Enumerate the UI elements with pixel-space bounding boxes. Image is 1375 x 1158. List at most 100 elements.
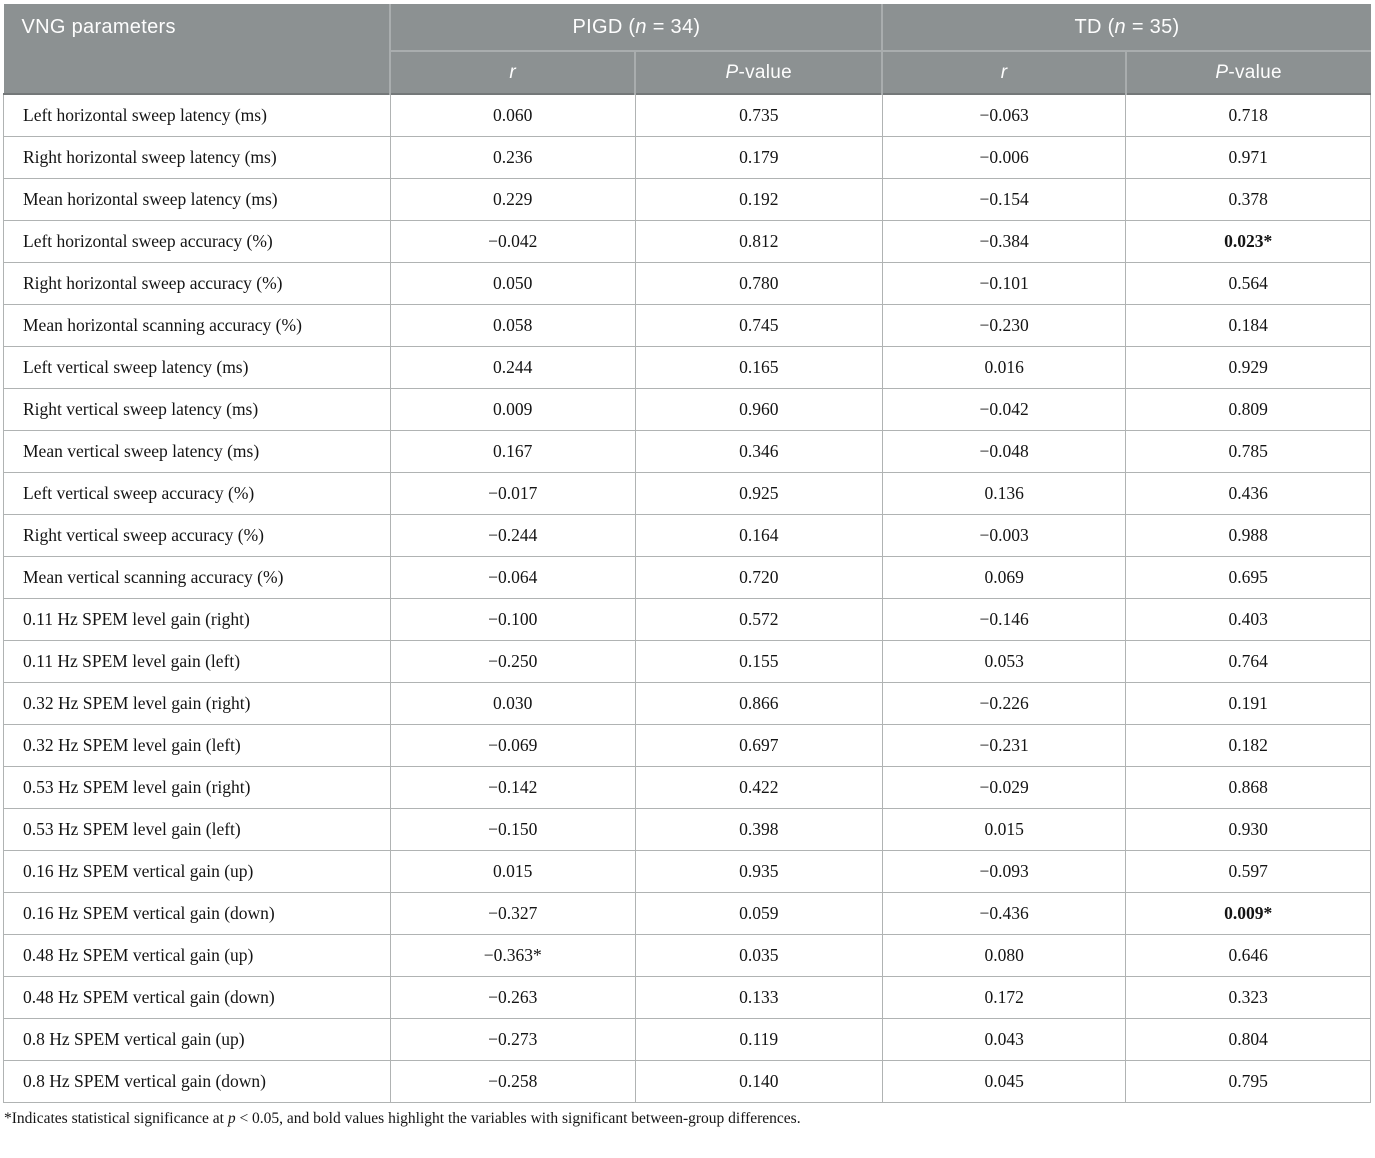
table-row: Mean horizontal sweep latency (ms) 0.229 0… (3, 178, 1371, 221)
table-row: Right horizontal sweep accuracy (%) 0.050… (3, 262, 1371, 305)
cell-pigd-p-value: 0.119 (635, 1018, 883, 1061)
row-label: 0.53 Hz SPEM level gain (left) (3, 808, 391, 851)
row-label: Left horizontal sweep latency (ms) (3, 94, 391, 137)
table-row: 0.8 Hz SPEM vertical gain (down) −0.258 0.… (3, 1060, 1371, 1103)
row-label: Mean horizontal sweep latency (ms) (3, 178, 391, 221)
cell-td-p-value: 0.564 (1125, 262, 1371, 305)
cell-pigd-r: −0.042 (390, 220, 636, 263)
cell-pigd-r: −0.327 (390, 892, 636, 935)
row-label: Left horizontal sweep accuracy (%) (3, 220, 391, 263)
cell-td-r: 0.043 (882, 1018, 1127, 1061)
cell-pigd-r: 0.167 (390, 430, 636, 473)
row-label: 0.16 Hz SPEM vertical gain (up) (3, 850, 391, 893)
cell-td-r: −0.154 (882, 178, 1127, 221)
row-label: 0.32 Hz SPEM level gain (right) (3, 682, 391, 725)
cell-td-p-value: 0.597 (1125, 850, 1371, 893)
cell-pigd-r: −0.142 (390, 766, 636, 809)
cell-td-r: −0.231 (882, 724, 1127, 767)
table-footnote: *Indicates statistical significance at p… (4, 1110, 1371, 1128)
cell-td-p-value: 0.323 (1125, 976, 1371, 1019)
cell-td-r: −0.146 (882, 598, 1127, 641)
table-row: 0.32 Hz SPEM level gain (left) −0.069 0.69… (3, 724, 1371, 767)
cell-td-p-value: 0.023* (1125, 220, 1371, 263)
cell-td-r: −0.029 (882, 766, 1127, 809)
table-row: Mean vertical scanning accuracy (%) −0.06… (3, 556, 1371, 599)
table-row: Right horizontal sweep latency (ms) 0.236… (3, 136, 1371, 179)
cell-pigd-p-value: 0.720 (635, 556, 883, 599)
cell-pigd-p-value: 0.133 (635, 976, 883, 1019)
cell-td-r: −0.042 (882, 388, 1127, 431)
cell-pigd-p-value: 0.059 (635, 892, 883, 935)
cell-td-r: −0.003 (882, 514, 1127, 557)
cell-td-r: 0.045 (882, 1060, 1127, 1103)
cell-pigd-p-value: 0.735 (635, 94, 883, 137)
column-header-pigd-r: r (389, 50, 636, 94)
cell-td-p-value: 0.809 (1125, 388, 1371, 431)
column-header-pigd-pvalue: P-value (634, 50, 883, 94)
cell-pigd-p-value: 0.866 (635, 682, 883, 725)
cell-td-p-value: 0.695 (1125, 556, 1371, 599)
cell-pigd-r: −0.258 (390, 1060, 636, 1103)
cell-pigd-r: 0.050 (390, 262, 636, 305)
row-label: Mean vertical sweep latency (ms) (3, 430, 391, 473)
row-label: Right vertical sweep accuracy (%) (3, 514, 391, 557)
cell-pigd-p-value: 0.960 (635, 388, 883, 431)
table-row: Left vertical sweep accuracy (%) −0.017 0.… (3, 472, 1371, 515)
row-label: 0.48 Hz SPEM vertical gain (up) (3, 934, 391, 977)
table-row: 0.48 Hz SPEM vertical gain (up) −0.363* 0.… (3, 934, 1371, 977)
table-row: 0.16 Hz SPEM vertical gain (down) −0.327 0… (3, 892, 1371, 935)
cell-pigd-r: 0.229 (390, 178, 636, 221)
footnote-text-2: < 0.05, and bold values highlight the va… (235, 1109, 801, 1127)
row-label: 0.11 Hz SPEM level gain (right) (3, 598, 391, 641)
table-row: Mean vertical sweep latency (ms) 0.167 0.3… (3, 430, 1371, 473)
cell-td-p-value: 0.929 (1125, 346, 1371, 389)
cell-td-p-value: 0.785 (1125, 430, 1371, 473)
cell-td-p-value: 0.184 (1125, 304, 1371, 347)
cell-pigd-r: −0.250 (390, 640, 636, 683)
cell-td-p-value: 0.795 (1125, 1060, 1371, 1103)
cell-pigd-r: 0.236 (390, 136, 636, 179)
cell-td-r: −0.230 (882, 304, 1127, 347)
cell-pigd-r: −0.244 (390, 514, 636, 557)
table-row: Right vertical sweep latency (ms) 0.009 0.… (3, 388, 1371, 431)
row-label: 0.8 Hz SPEM vertical gain (up) (3, 1018, 391, 1061)
table-row: 0.32 Hz SPEM level gain (right) 0.030 0.86… (3, 682, 1371, 725)
row-label: Right vertical sweep latency (ms) (3, 388, 391, 431)
cell-pigd-p-value: 0.035 (635, 934, 883, 977)
cell-pigd-p-value: 0.155 (635, 640, 883, 683)
table-row: 0.53 Hz SPEM level gain (left) −0.150 0.39… (3, 808, 1371, 851)
cell-pigd-r: −0.100 (390, 598, 636, 641)
cell-td-p-value: 0.403 (1125, 598, 1371, 641)
column-header-td-r: r (881, 50, 1126, 94)
table-row: 0.48 Hz SPEM vertical gain (down) −0.263 0… (3, 976, 1371, 1019)
cell-td-r: −0.063 (882, 94, 1127, 137)
cell-pigd-p-value: 0.192 (635, 178, 883, 221)
row-label: Right horizontal sweep latency (ms) (3, 136, 391, 179)
row-label: 0.8 Hz SPEM vertical gain (down) (3, 1060, 391, 1103)
cell-td-p-value: 0.971 (1125, 136, 1371, 179)
cell-td-r: −0.226 (882, 682, 1127, 725)
cell-td-r: −0.093 (882, 850, 1127, 893)
cell-td-r: 0.016 (882, 346, 1127, 389)
cell-pigd-p-value: 0.925 (635, 472, 883, 515)
cell-pigd-p-value: 0.812 (635, 220, 883, 263)
header-sub-row: r P-value r P-value (4, 50, 1371, 94)
cell-pigd-p-value: 0.745 (635, 304, 883, 347)
cell-pigd-p-value: 0.165 (635, 346, 883, 389)
cell-td-p-value: 0.718 (1125, 94, 1371, 137)
cell-pigd-r: −0.363* (390, 934, 636, 977)
cell-pigd-r: 0.060 (390, 94, 636, 137)
table-body: Left horizontal sweep latency (ms) 0.060 0… (3, 94, 1371, 1103)
cell-pigd-r: 0.009 (390, 388, 636, 431)
table-header: VNG parameters PIGD (n = 34) TD (n = 35)… (3, 4, 1371, 94)
cell-pigd-r: 0.058 (390, 304, 636, 347)
table-row: 0.16 Hz SPEM vertical gain (up) 0.015 0.93… (3, 850, 1371, 893)
cell-td-r: 0.053 (882, 640, 1127, 683)
cell-td-r: −0.436 (882, 892, 1127, 935)
row-label: 0.53 Hz SPEM level gain (right) (3, 766, 391, 809)
cell-pigd-r: −0.064 (390, 556, 636, 599)
cell-pigd-r: −0.263 (390, 976, 636, 1019)
cell-pigd-p-value: 0.164 (635, 514, 883, 557)
column-group-pigd: PIGD (n = 34) (389, 4, 883, 51)
cell-pigd-p-value: 0.422 (635, 766, 883, 809)
